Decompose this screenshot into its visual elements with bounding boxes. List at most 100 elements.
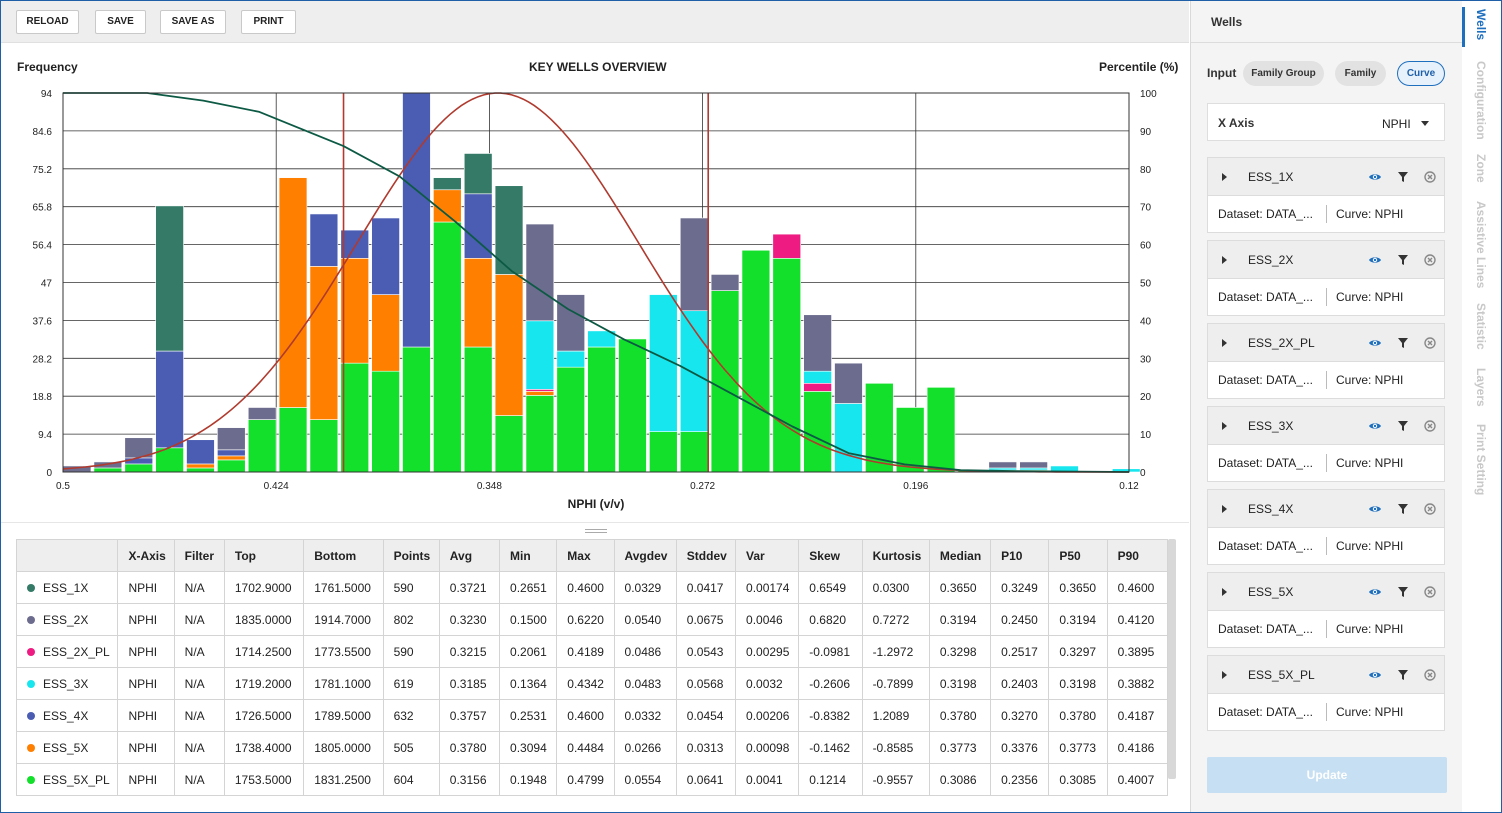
close-circle-icon[interactable]: [1423, 253, 1437, 267]
table-row[interactable]: ESS_2X NPHI N/A 1835.0000 1914.7000 802 0.3230…: [15, 603, 1169, 636]
caret-right-icon[interactable]: [1222, 422, 1227, 430]
caret-right-icon[interactable]: [1222, 339, 1227, 347]
tab-layers[interactable]: Layers: [1474, 368, 1488, 407]
column-header[interactable]: Avg: [438, 539, 501, 572]
filter-icon[interactable]: [1396, 585, 1410, 599]
dataset-label[interactable]: Dataset: DATA_...: [1218, 705, 1313, 719]
column-header[interactable]: Median: [928, 539, 992, 572]
histogram-bar: [309, 213, 339, 267]
column-header[interactable]: Points: [382, 539, 440, 572]
cell-text: 0.3194: [939, 612, 977, 627]
tab-print-setting[interactable]: Print Setting: [1474, 424, 1488, 496]
caret-right-icon[interactable]: [1222, 173, 1227, 181]
filter-icon[interactable]: [1396, 170, 1410, 184]
reload-button[interactable]: RELOAD: [16, 10, 79, 34]
table-row[interactable]: ESS_5X_PL NPHI N/A 1753.5000 1831.2500 604 0.3…: [15, 763, 1169, 796]
close-circle-icon[interactable]: [1423, 502, 1437, 516]
filter-icon[interactable]: [1396, 502, 1410, 516]
filter-icon[interactable]: [1396, 668, 1410, 682]
chart-svg[interactable]: 0 9.4 18.8 28.2 37.6 47 56.4 65.8 75.2 84.6 94 0 10 2…: [1, 44, 1189, 522]
table-scrollbar[interactable]: [1168, 539, 1176, 779]
column-header[interactable]: Filter: [173, 539, 225, 572]
curve-label[interactable]: Curve: NPHI: [1336, 539, 1404, 553]
splitter-grip[interactable]: [585, 529, 607, 533]
eye-icon[interactable]: [1368, 170, 1382, 184]
dataset-label[interactable]: Dataset: DATA_...: [1218, 207, 1313, 221]
close-circle-icon[interactable]: [1423, 668, 1437, 682]
eye-icon[interactable]: [1368, 253, 1382, 267]
caret-right-icon[interactable]: [1222, 588, 1227, 596]
update-button[interactable]: Update: [1207, 757, 1447, 793]
column-header[interactable]: Max: [556, 539, 615, 572]
eye-icon[interactable]: [1368, 419, 1382, 433]
column-header[interactable]: Var: [735, 539, 800, 572]
close-circle-icon[interactable]: [1423, 585, 1437, 599]
tab-assistive-lines[interactable]: Assistive Lines: [1474, 201, 1488, 289]
column-header[interactable]: Stddev: [675, 539, 737, 572]
well-card-header[interactable]: ESS_4X: [1208, 490, 1444, 528]
tab-configuration[interactable]: Configuration: [1474, 61, 1488, 140]
curve-label[interactable]: Curve: NPHI: [1336, 705, 1404, 719]
caret-right-icon[interactable]: [1222, 505, 1227, 513]
dataset-label[interactable]: Dataset: DATA_...: [1218, 290, 1313, 304]
column-header[interactable]: Min: [499, 539, 558, 572]
well-card-header[interactable]: ESS_5X_PL: [1208, 656, 1444, 694]
filter-icon[interactable]: [1396, 419, 1410, 433]
cell-text: 0.0041: [746, 772, 783, 787]
filter-icon[interactable]: [1396, 253, 1410, 267]
table-cell: 0.0313: [675, 731, 737, 764]
column-header[interactable]: Skew: [798, 539, 863, 572]
column-header[interactable]: Bottom: [303, 539, 384, 572]
dataset-label[interactable]: Dataset: DATA_...: [1218, 622, 1313, 636]
curve-label[interactable]: Curve: NPHI: [1336, 622, 1404, 636]
pill-family[interactable]: Family: [1335, 61, 1386, 86]
table-row[interactable]: ESS_5X NPHI N/A 1738.4000 1805.0000 505 0.3780…: [15, 731, 1169, 764]
column-header[interactable]: P90: [1106, 539, 1169, 572]
filter-icon[interactable]: [1396, 336, 1410, 350]
column-header[interactable]: Avgdev: [613, 539, 677, 572]
tab-zone[interactable]: Zone: [1474, 154, 1488, 183]
caret-right-icon[interactable]: [1222, 671, 1227, 679]
caret-right-icon[interactable]: [1222, 256, 1227, 264]
column-header[interactable]: X-Axis: [117, 539, 175, 572]
tab-statistic[interactable]: Statistic: [1474, 303, 1488, 350]
close-circle-icon[interactable]: [1423, 170, 1437, 184]
close-circle-icon[interactable]: [1423, 336, 1437, 350]
curve-label[interactable]: Curve: NPHI: [1336, 290, 1404, 304]
x-axis-select[interactable]: X Axis NPHI: [1207, 103, 1445, 141]
well-card-header[interactable]: ESS_5X: [1208, 573, 1444, 611]
dataset-label[interactable]: Dataset: DATA_...: [1218, 373, 1313, 387]
column-header[interactable]: P10: [990, 539, 1050, 572]
save-as-button[interactable]: SAVE AS: [160, 10, 226, 34]
panel-splitter[interactable]: [1, 522, 1189, 536]
tab-wells[interactable]: Wells: [1474, 9, 1488, 41]
eye-icon[interactable]: [1368, 502, 1382, 516]
histogram-bar: [556, 366, 585, 473]
table-row[interactable]: ESS_1X NPHI N/A 1702.9000 1761.5000 590 0.3721…: [15, 571, 1169, 604]
well-card-header[interactable]: ESS_2X_PL: [1208, 324, 1444, 362]
print-button[interactable]: PRINT: [241, 10, 296, 34]
column-header[interactable]: Kurtosis: [861, 539, 930, 572]
curve-label[interactable]: Curve: NPHI: [1336, 207, 1404, 221]
save-button[interactable]: SAVE: [95, 10, 146, 34]
dataset-label[interactable]: Dataset: DATA_...: [1218, 539, 1313, 553]
column-header[interactable]: P50: [1048, 539, 1108, 572]
well-card-header[interactable]: ESS_1X: [1208, 158, 1444, 196]
well-card-header[interactable]: ESS_2X: [1208, 241, 1444, 279]
pill-curve[interactable]: Curve: [1397, 61, 1445, 86]
close-circle-icon[interactable]: [1423, 419, 1437, 433]
column-header[interactable]: [15, 539, 119, 572]
dataset-label[interactable]: Dataset: DATA_...: [1218, 456, 1313, 470]
curve-label[interactable]: Curve: NPHI: [1336, 456, 1404, 470]
pill-family-group[interactable]: Family Group: [1243, 61, 1324, 86]
eye-icon[interactable]: [1368, 668, 1382, 682]
table-row[interactable]: ESS_2X_PL NPHI N/A 1714.2500 1773.5500 590 0.3…: [15, 635, 1169, 668]
table-row[interactable]: ESS_3X NPHI N/A 1719.2000 1781.1000 619 0.3185…: [15, 667, 1169, 700]
well-card-header[interactable]: ESS_3X: [1208, 407, 1444, 445]
histogram-bar: [525, 389, 555, 392]
eye-icon[interactable]: [1368, 585, 1382, 599]
curve-label[interactable]: Curve: NPHI: [1336, 373, 1404, 387]
table-row[interactable]: ESS_4X NPHI N/A 1726.5000 1789.5000 632 0.3757…: [15, 699, 1169, 732]
eye-icon[interactable]: [1368, 336, 1382, 350]
column-header[interactable]: Top: [223, 539, 305, 572]
